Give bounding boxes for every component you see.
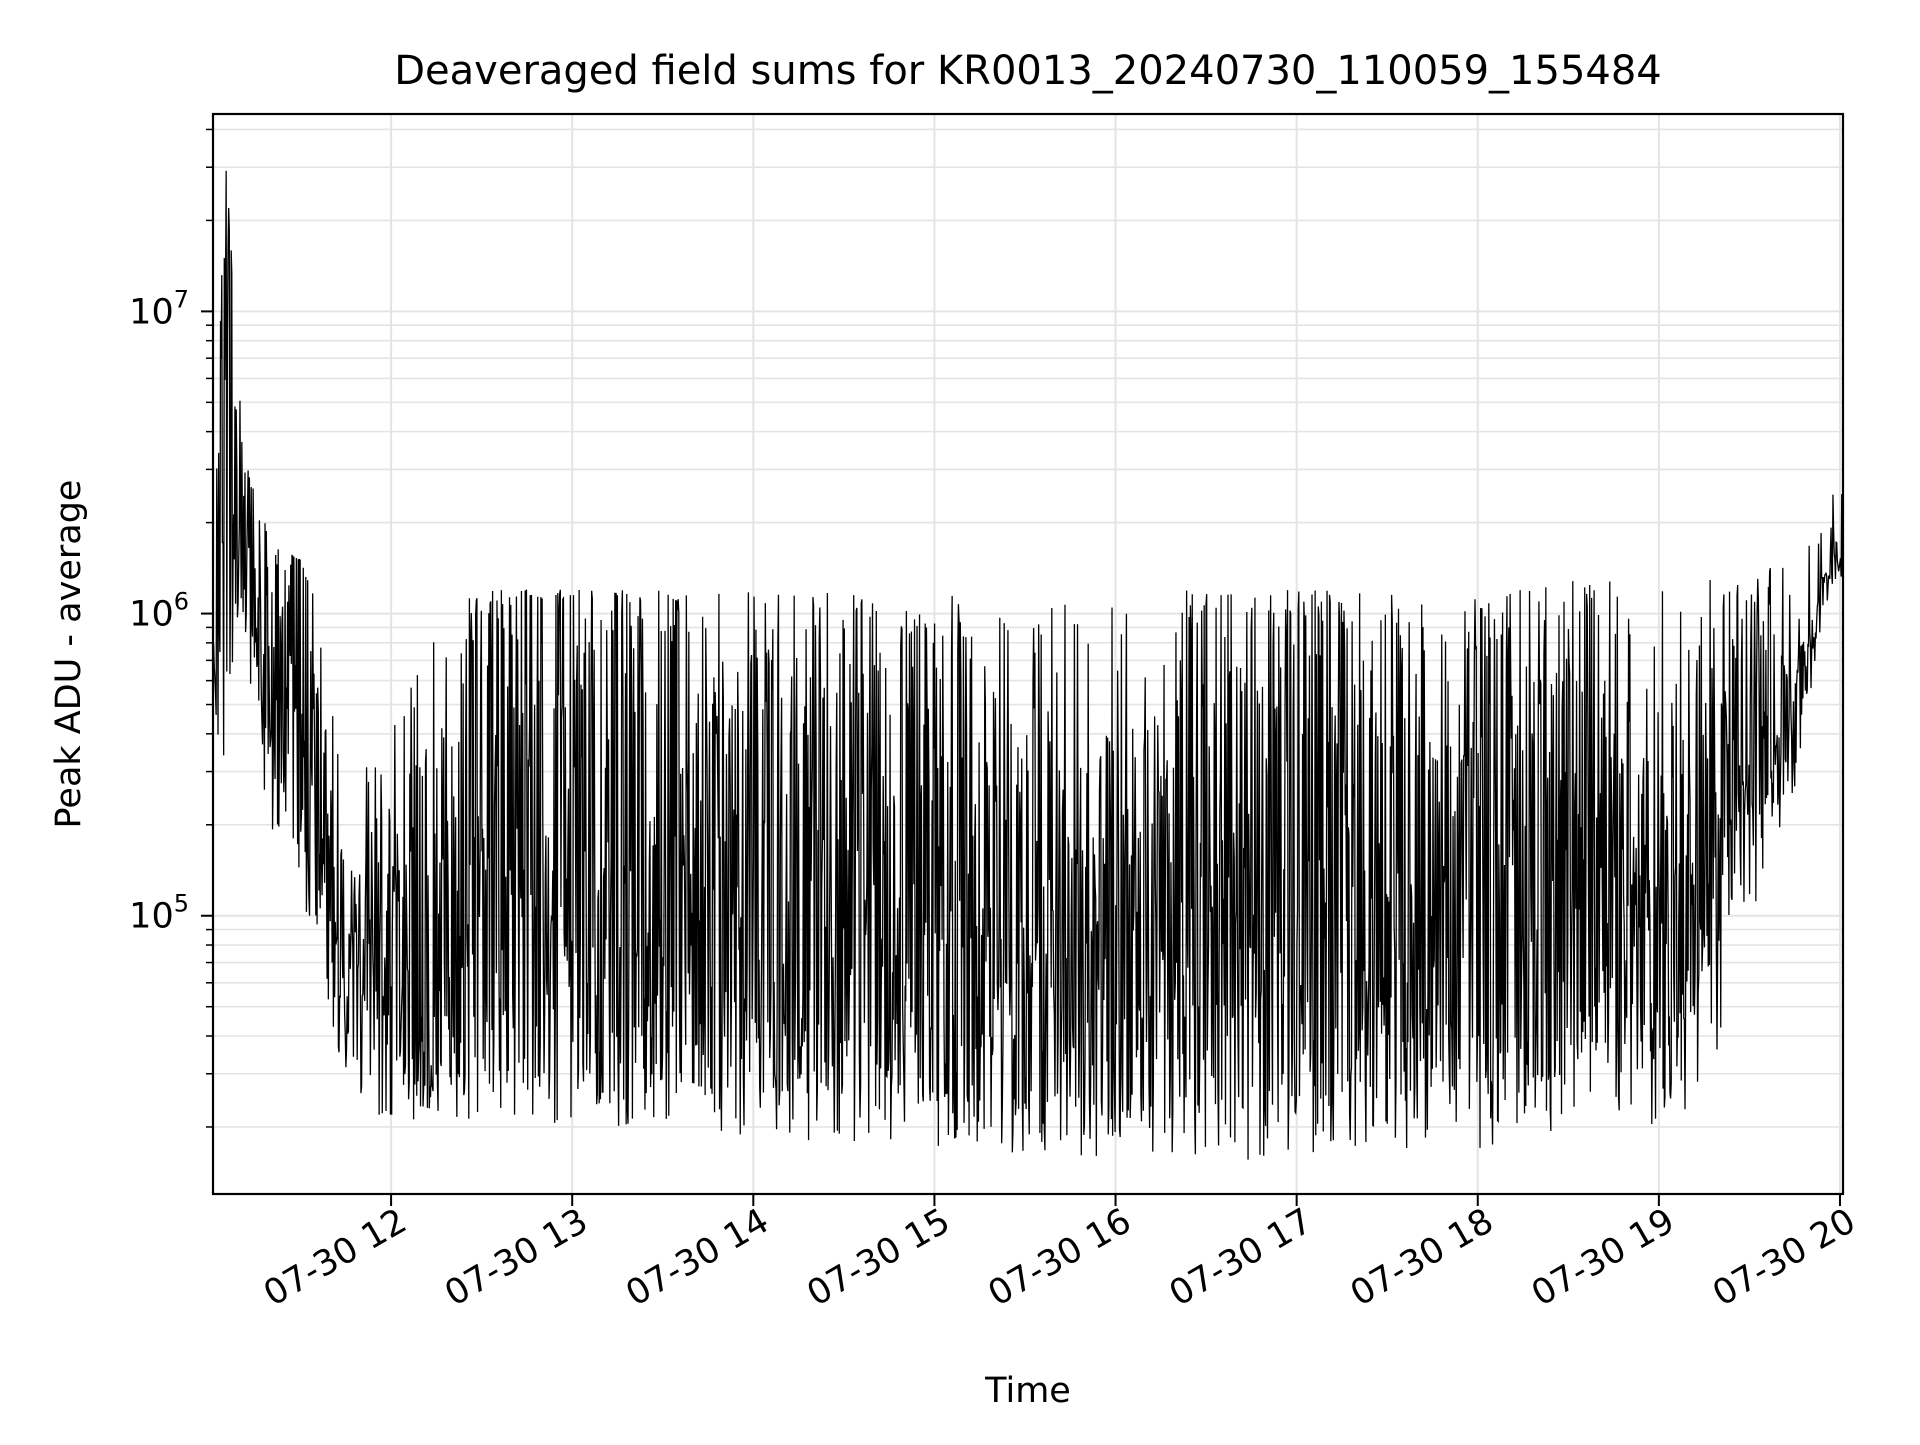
y-tick-label: 107 (129, 285, 189, 332)
series-line (212, 170, 1844, 1160)
y-axis-label: Peak ADU - average (49, 480, 89, 829)
y-tick-label: 106 (129, 588, 189, 635)
plot-frame (211, 112, 1845, 1196)
y-axis-ticks: 105 106 107 (129, 128, 213, 1128)
data-series (212, 170, 1844, 1160)
y-tick-label: 105 (129, 890, 189, 937)
chart-title: Deaveraged field sums for KR0013_2024073… (394, 48, 1662, 94)
x-axis-label: Time (984, 1371, 1071, 1411)
